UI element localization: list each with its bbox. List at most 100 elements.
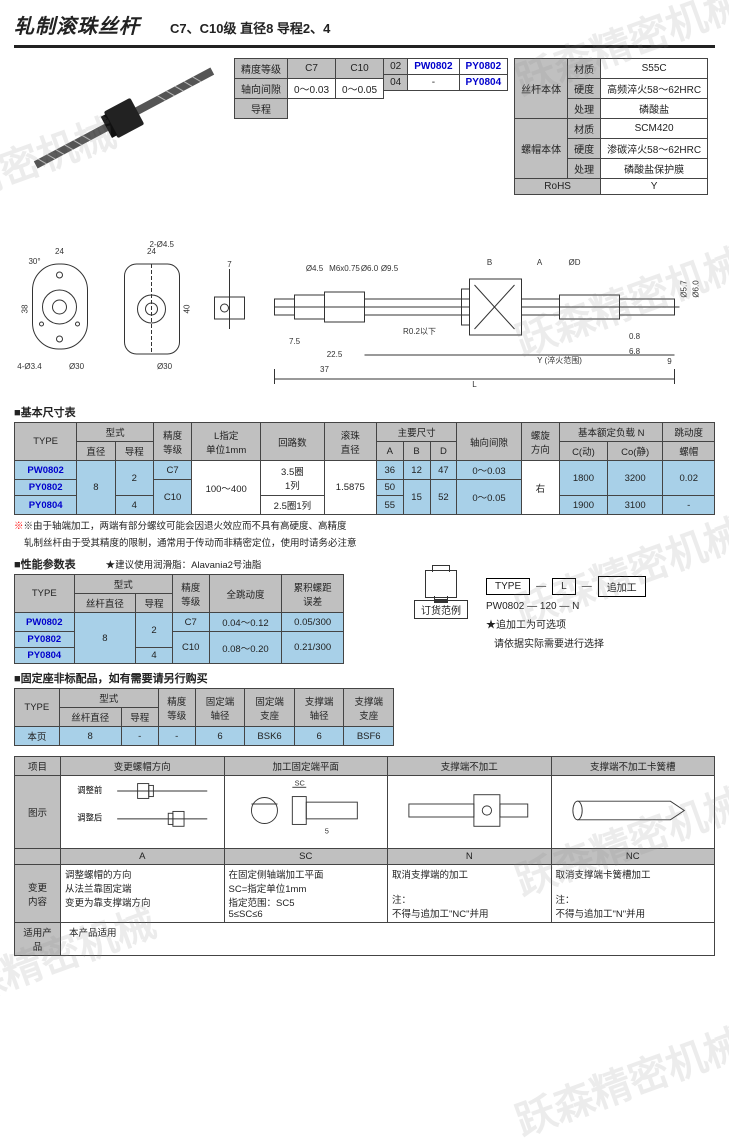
svg-text:22.5: 22.5 bbox=[327, 350, 343, 359]
turns-a: 3.5圈 1列 bbox=[261, 461, 325, 496]
c3: 取消支撑端的加工 注： 不得与追加工"NC"并用 bbox=[388, 865, 552, 923]
note-line-2: 轧制丝杆由于受其精度的限制，通常用于传动而非精密定位，使用时请务必注意 bbox=[14, 535, 715, 549]
h-rated: 基本额定负载 N bbox=[560, 423, 663, 442]
rohs: Y bbox=[601, 179, 708, 195]
svg-text:7: 7 bbox=[227, 260, 232, 269]
fx-fb: BSK6 bbox=[245, 727, 295, 746]
fx-sa: 6 bbox=[294, 727, 344, 746]
img-c4 bbox=[551, 776, 715, 849]
support-table: 项目 变更螺帽方向 加工固定端平面 支撑端不加工 支撑端不加工卡簧槽 图示 调整… bbox=[14, 756, 715, 956]
pr3: PY0804 bbox=[15, 648, 75, 664]
svg-text:Ø5.7: Ø5.7 bbox=[680, 280, 689, 298]
pcum1: 0.05/300 bbox=[282, 613, 344, 632]
h-axial: 轴向间隙 bbox=[457, 423, 521, 461]
pr1: PW0802 bbox=[15, 613, 75, 632]
h-nut: 螺帽 bbox=[663, 442, 715, 461]
hard2: 渗碳淬火58～62HRC bbox=[601, 139, 708, 159]
h-prec: 精度 等级 bbox=[153, 423, 191, 461]
svg-text:R0.2以下: R0.2以下 bbox=[403, 327, 436, 336]
lead4: 4 bbox=[115, 496, 153, 515]
h-fa: 固定端 轴径 bbox=[195, 689, 245, 727]
pr2: PY0802 bbox=[15, 632, 75, 648]
pdia: 8 bbox=[74, 613, 136, 664]
h-spin: 螺旋 方向 bbox=[521, 423, 559, 461]
h-precision: 精度等级 bbox=[235, 59, 288, 79]
performance-row: ■性能参数表 ★建议使用润滑脂：Alavania2号油脂 TYPE 型式 精度 … bbox=[14, 552, 715, 746]
h-shaftd: 丝杆直径 bbox=[59, 708, 121, 727]
h-fb: 固定端 支座 bbox=[245, 689, 295, 727]
h-sb: 支撑端 支座 bbox=[344, 689, 394, 727]
h-mat: 材质 bbox=[568, 59, 601, 79]
order-diagram: TYPE— L— 追加工 PW0802 — 120 — N ★追加工为可选项 请… bbox=[486, 576, 646, 650]
c7-02: PW0802 bbox=[408, 59, 459, 75]
svg-text:0.8: 0.8 bbox=[629, 332, 641, 341]
code-nc: NC bbox=[551, 849, 715, 865]
h-axial: 轴向间隙 bbox=[235, 79, 288, 99]
r2-type: PY0802 bbox=[15, 480, 77, 496]
img-c1: 调整前 调整后 bbox=[61, 776, 225, 849]
Cdyn2: 1900 bbox=[560, 496, 608, 515]
h-Cstat: Co(静) bbox=[607, 442, 663, 461]
svg-text:Y (淬火范围): Y (淬火范围) bbox=[537, 355, 582, 365]
h-c2: 加工固定端平面 bbox=[224, 757, 388, 776]
svg-text:Ø6.0: Ø6.0 bbox=[692, 280, 701, 298]
B2b: 52 bbox=[430, 480, 457, 515]
axial-c10: 0～0.05 bbox=[336, 79, 384, 99]
svg-text:2-Ø4.5: 2-Ø4.5 bbox=[150, 240, 175, 249]
order-sample-block: 订货范例 bbox=[414, 570, 468, 619]
svg-text:A: A bbox=[537, 258, 543, 267]
A1: 36 bbox=[376, 461, 403, 480]
page-subtitle: C7、C10级 直径8 导程2、4 bbox=[170, 18, 330, 37]
plead2: 2 bbox=[136, 613, 173, 648]
code-sc: SC bbox=[224, 849, 388, 865]
fixed-seat-table: TYPE 型式 精度 等级 固定端 轴径 固定端 支座 支撑端 轴径 支撑端 支… bbox=[14, 688, 394, 746]
h-c7: C7 bbox=[288, 59, 336, 79]
apply-text: 本产品适用 bbox=[61, 923, 715, 956]
svg-text:Ø30: Ø30 bbox=[157, 362, 173, 371]
h-item: 项目 bbox=[15, 757, 61, 776]
B1: 12 bbox=[403, 461, 430, 480]
fx-fa: 6 bbox=[195, 727, 245, 746]
lead-02: 02 bbox=[384, 59, 408, 75]
fx-sb: BSF6 bbox=[344, 727, 394, 746]
svg-text:Ø9.5: Ø9.5 bbox=[381, 264, 399, 273]
h-prec: 精度 等级 bbox=[172, 575, 209, 613]
axial-c7: 0～0.03 bbox=[288, 79, 336, 99]
D1: 47 bbox=[430, 461, 457, 480]
svg-text:Ø6.0: Ø6.0 bbox=[361, 264, 379, 273]
h-type-cn: 型式 bbox=[59, 689, 158, 708]
h-type: TYPE bbox=[15, 575, 75, 613]
section-fixed-title: ■固定座非标配品，如有需要请另行购买 bbox=[14, 670, 394, 686]
prec-c7: C7 bbox=[153, 461, 191, 480]
axial1: 0～0.03 bbox=[457, 461, 521, 480]
dia: 8 bbox=[77, 461, 115, 515]
Cstat1: 3200 bbox=[607, 461, 663, 496]
svg-text:4-Ø3.4: 4-Ø3.4 bbox=[17, 362, 42, 371]
c2: 在固定侧轴端加工平面 SC=指定单位1mm 指定范围：SC5 5≤SC≤6 bbox=[224, 865, 388, 923]
order-note-1: ★追加工为可选项 bbox=[486, 616, 566, 631]
h-B: B bbox=[403, 442, 430, 461]
row-img: 图示 bbox=[15, 776, 61, 849]
h-c1: 变更螺帽方向 bbox=[61, 757, 225, 776]
top-left-table: 精度等级 C7 C10 轴向间隙 0～0.03 0～0.05 导程 bbox=[234, 58, 384, 119]
svg-text:40: 40 bbox=[183, 304, 192, 313]
h-type-cn: 型式 bbox=[77, 423, 154, 442]
run: 0.02 bbox=[663, 461, 715, 496]
h-nut-body: 螺帽本体 bbox=[515, 119, 568, 179]
prun2: 0.08～0.20 bbox=[209, 632, 282, 664]
h-balldia: 滚珠 直径 bbox=[324, 423, 376, 461]
h-cumul: 累积螺距 误差 bbox=[282, 575, 344, 613]
h-shaft-body: 丝杆本体 bbox=[515, 59, 568, 119]
svg-text:38: 38 bbox=[21, 304, 30, 313]
B2a: 15 bbox=[403, 480, 430, 515]
hard1: 高频淬火58～62HRC bbox=[601, 79, 708, 99]
Cstat2: 3100 bbox=[607, 496, 663, 515]
watermark: 跃森精密机械 bbox=[506, 1011, 729, 1147]
h-type-cn: 型式 bbox=[74, 575, 172, 594]
r1-type: PW0802 bbox=[15, 461, 77, 480]
balldia: 1.5875 bbox=[324, 461, 376, 515]
h-shaftd: 丝杆直径 bbox=[74, 594, 136, 613]
svg-text:SC: SC bbox=[294, 778, 305, 787]
h-type: TYPE bbox=[15, 423, 77, 461]
prec-c10: C10 bbox=[153, 480, 191, 515]
